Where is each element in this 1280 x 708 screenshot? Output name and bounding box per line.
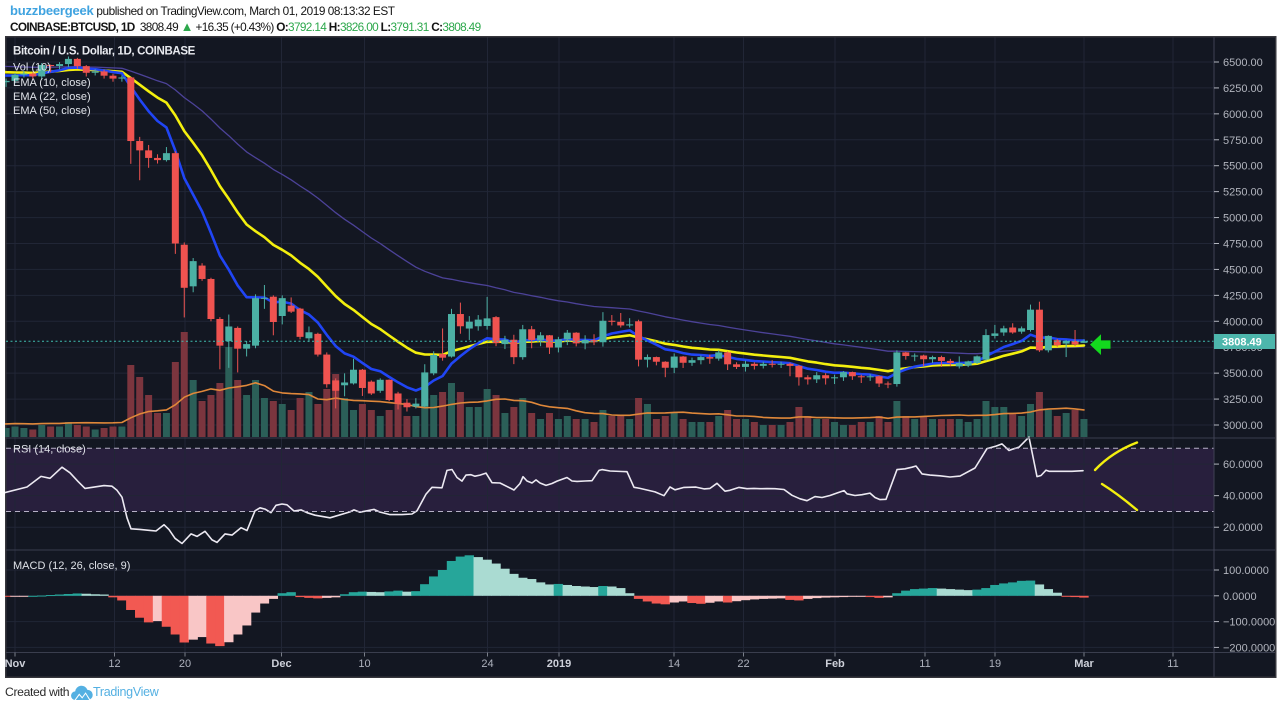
svg-text:−200.0000: −200.0000: [1223, 642, 1275, 654]
svg-text:5500.00: 5500.00: [1223, 161, 1263, 173]
svg-text:EMA (10, close): EMA (10, close): [13, 77, 91, 89]
svg-text:24: 24: [481, 658, 493, 670]
svg-text:4000.00: 4000.00: [1223, 316, 1263, 328]
svg-text:Bitcoin / U.S. Dollar, 1D, COI: Bitcoin / U.S. Dollar, 1D, COINBASE: [13, 46, 196, 58]
svg-text:20: 20: [179, 658, 191, 670]
svg-text:6250.00: 6250.00: [1223, 83, 1263, 95]
svg-text:3500.00: 3500.00: [1223, 368, 1263, 380]
svg-text:Feb: Feb: [825, 658, 845, 670]
svg-text:5250.00: 5250.00: [1223, 187, 1263, 199]
svg-text:Mar: Mar: [1074, 658, 1094, 670]
svg-text:40.0000: 40.0000: [1223, 491, 1263, 503]
svg-text:MACD (12, 26, close, 9): MACD (12, 26, close, 9): [13, 560, 130, 572]
svg-text:4500.00: 4500.00: [1223, 264, 1263, 276]
svg-text:5000.00: 5000.00: [1223, 213, 1263, 225]
svg-text:3000.00: 3000.00: [1223, 420, 1263, 432]
svg-text:6500.00: 6500.00: [1223, 57, 1263, 69]
svg-text:EMA (22, close): EMA (22, close): [13, 91, 91, 103]
svg-text:EMA (50, close): EMA (50, close): [13, 105, 91, 117]
svg-text:11: 11: [919, 658, 930, 670]
svg-text:0.0000: 0.0000: [1223, 591, 1257, 603]
svg-text:−100.0000: −100.0000: [1223, 617, 1275, 629]
svg-text:5750.00: 5750.00: [1223, 135, 1263, 147]
svg-text:3808.49: 3808.49: [1222, 337, 1262, 349]
svg-text:4750.00: 4750.00: [1223, 238, 1263, 250]
svg-text:RSI (14, close): RSI (14, close): [13, 444, 86, 456]
svg-text:11: 11: [1167, 658, 1178, 670]
svg-text:12: 12: [108, 658, 120, 670]
svg-text:100.0000: 100.0000: [1223, 565, 1269, 577]
svg-text:6000.00: 6000.00: [1223, 109, 1263, 121]
svg-text:Dec: Dec: [271, 658, 291, 670]
svg-text:3250.00: 3250.00: [1223, 394, 1263, 406]
svg-text:2019: 2019: [547, 658, 571, 670]
svg-text:10: 10: [358, 658, 370, 670]
svg-text:20.0000: 20.0000: [1223, 522, 1263, 534]
svg-text:Nov: Nov: [5, 658, 27, 670]
svg-text:19: 19: [989, 658, 1001, 670]
svg-text:60.0000: 60.0000: [1223, 459, 1263, 471]
svg-text:14: 14: [668, 658, 680, 670]
svg-text:22: 22: [737, 658, 749, 670]
svg-text:4250.00: 4250.00: [1223, 290, 1263, 302]
svg-text:Vol (10): Vol (10): [13, 62, 51, 74]
